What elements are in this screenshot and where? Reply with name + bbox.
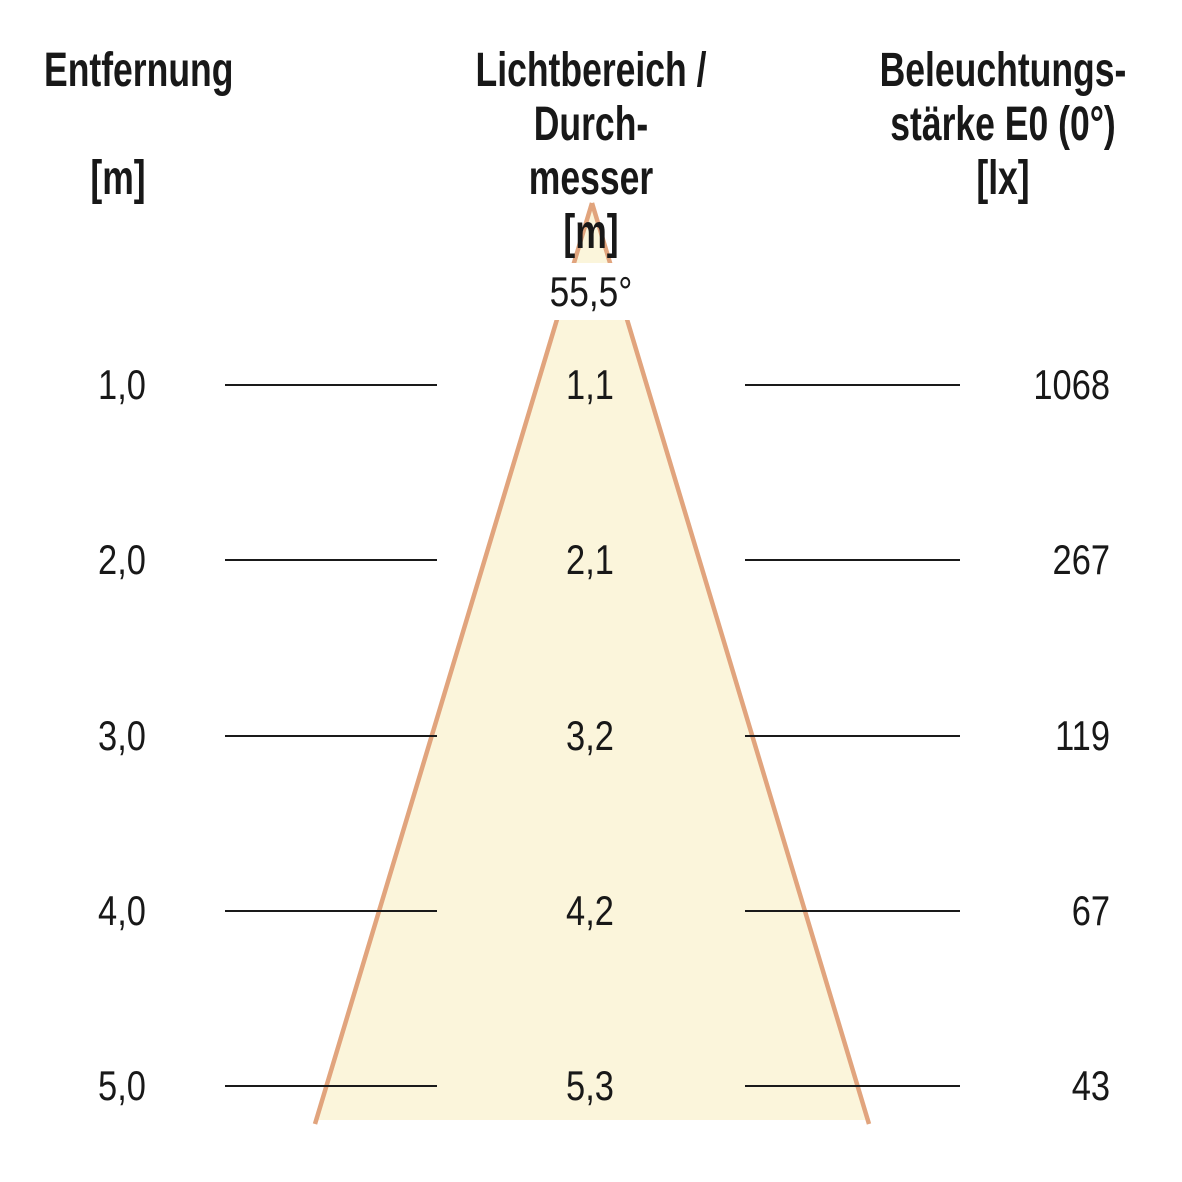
tick-line-left — [225, 559, 437, 561]
tick-line-right — [745, 910, 960, 912]
tick-line-right — [745, 384, 960, 386]
diameter-value: 1,1 — [566, 361, 614, 408]
illuminance-value: 43 — [1071, 1062, 1110, 1109]
column-header-distance: Entfernung [m] — [44, 44, 234, 205]
tick-line-left — [225, 910, 437, 912]
distance-value: 2,0 — [98, 536, 146, 583]
tick-line-right — [745, 1085, 960, 1087]
distance-value: 1,0 — [98, 361, 146, 408]
distance-value: 4,0 — [98, 887, 146, 934]
tick-line-right — [745, 559, 960, 561]
distance-value: 3,0 — [98, 712, 146, 759]
distance-value: 5,0 — [98, 1062, 146, 1109]
illuminance-value: 1068 — [1033, 361, 1110, 408]
tick-line-left — [225, 384, 437, 386]
tick-line-left — [225, 735, 437, 737]
diameter-value: 4,2 — [566, 887, 614, 934]
beam-edge-left-line — [312, 202, 595, 1125]
illuminance-value: 267 — [1052, 536, 1110, 583]
angle-label-backdrop — [500, 263, 690, 320]
illuminance-value: 67 — [1071, 887, 1110, 934]
illuminance-value: 119 — [1055, 712, 1110, 759]
beam-edge-right-line — [589, 202, 872, 1125]
tick-line-left — [225, 1085, 437, 1087]
diameter-value: 2,1 — [566, 536, 614, 583]
column-header-illuminance: Beleuchtungs- stärke E0 (0°) [lx] — [879, 44, 1127, 205]
diameter-value: 5,3 — [566, 1062, 614, 1109]
tick-line-right — [745, 735, 960, 737]
beam-cone-fill — [315, 203, 869, 1120]
beam-angle-label: 55,5° — [549, 268, 633, 315]
column-header-diameter: Lichtbereich / Durch- messer [m] — [475, 44, 707, 259]
diameter-value: 3,2 — [566, 712, 614, 759]
